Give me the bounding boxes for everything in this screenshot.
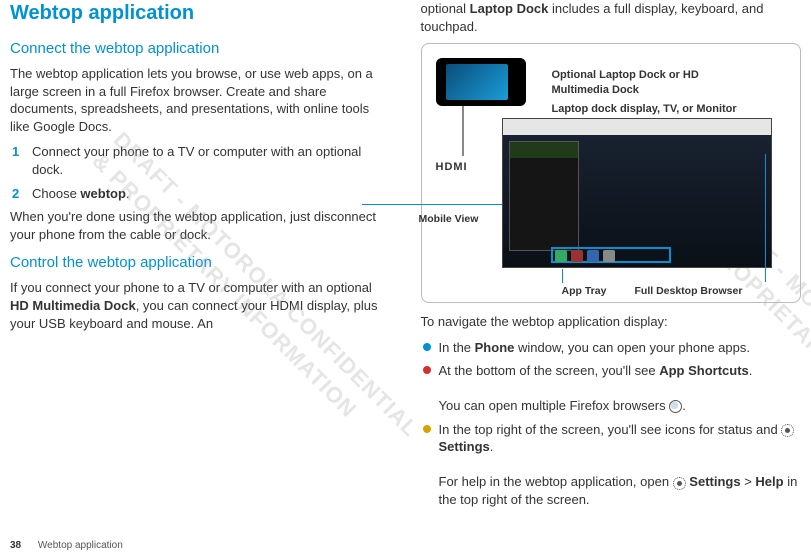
label-full-browser: Full Desktop Browser — [635, 284, 743, 298]
desktop-screen — [502, 118, 772, 268]
callout-line-apptray — [562, 269, 563, 283]
bullet-phone-text: In the Phone window, you can open your p… — [439, 339, 751, 357]
right-column: optional Laptop Dock includes a full dis… — [421, 0, 802, 515]
step-number: 1 — [12, 143, 24, 178]
step-2-text: Choose webtop. — [32, 185, 130, 203]
step-2: 2 Choose webtop. — [10, 185, 391, 203]
bullet-app-shortcuts-text: At the bottom of the screen, you'll see … — [439, 362, 753, 415]
intro-paragraph: The webtop application lets you browse, … — [10, 65, 391, 135]
bullet-settings-text: In the top right of the screen, you'll s… — [439, 421, 802, 509]
continuation-paragraph: optional Laptop Dock includes a full dis… — [421, 0, 802, 35]
bullet-phone-window: In the Phone window, you can open your p… — [421, 339, 802, 357]
callout-line-mobile — [362, 204, 502, 205]
step-1-text: Connect your phone to a TV or computer w… — [32, 143, 391, 178]
footer-section: Webtop application — [38, 540, 123, 551]
callout-line-browser — [765, 154, 766, 282]
caption-display: Laptop dock display, TV, or Monitor — [552, 102, 772, 117]
mobile-view-window — [509, 141, 579, 251]
page-footer: 38 Webtop application — [10, 539, 123, 553]
step-2-bold: webtop — [80, 186, 126, 201]
bullet-app-shortcuts: At the bottom of the screen, you'll see … — [421, 362, 802, 415]
bullet-dot-icon — [423, 425, 431, 433]
step-2-post: . — [126, 186, 130, 201]
bullet-settings: In the top right of the screen, you'll s… — [421, 421, 802, 509]
page-number: 38 — [10, 540, 21, 551]
gear-icon — [673, 477, 686, 490]
screen-topbar — [503, 119, 771, 135]
step-number: 2 — [12, 185, 24, 203]
mobile-view-header — [510, 142, 578, 158]
heading-connect: Connect the webtop application — [10, 39, 391, 59]
gear-icon — [781, 424, 794, 437]
heading-control: Control the webtop application — [10, 253, 391, 273]
hdmi-label: HDMI — [436, 160, 468, 175]
navigate-intro: To navigate the webtop application displ… — [421, 313, 802, 331]
left-column: Webtop application Connect the webtop ap… — [10, 0, 391, 515]
bullet-firefox-text: You can open multiple Firefox browsers — [439, 398, 670, 413]
caption-dock: Optional Laptop Dock or HD Multimedia Do… — [552, 68, 752, 98]
step-1: 1 Connect your phone to a TV or computer… — [10, 143, 391, 178]
app-tray-highlight — [551, 247, 671, 263]
phone-illustration — [436, 58, 526, 106]
bullet-dot-icon — [423, 366, 431, 374]
page-columns: Webtop application Connect the webtop ap… — [0, 0, 811, 515]
label-app-tray: App Tray — [562, 284, 607, 298]
after-steps-paragraph: When you're done using the webtop applic… — [10, 208, 391, 243]
page-title: Webtop application — [10, 0, 391, 27]
globe-icon — [669, 400, 682, 413]
figure-webtop-diagram: HDMI Optional Laptop Dock or HD Multimed… — [421, 43, 802, 303]
label-mobile-view: Mobile View — [419, 212, 479, 226]
step-2-pre: Choose — [32, 186, 80, 201]
hdmi-connector-line — [462, 106, 464, 156]
control-paragraph: If you connect your phone to a TV or com… — [10, 279, 391, 332]
bullet-dot-icon — [423, 343, 431, 351]
